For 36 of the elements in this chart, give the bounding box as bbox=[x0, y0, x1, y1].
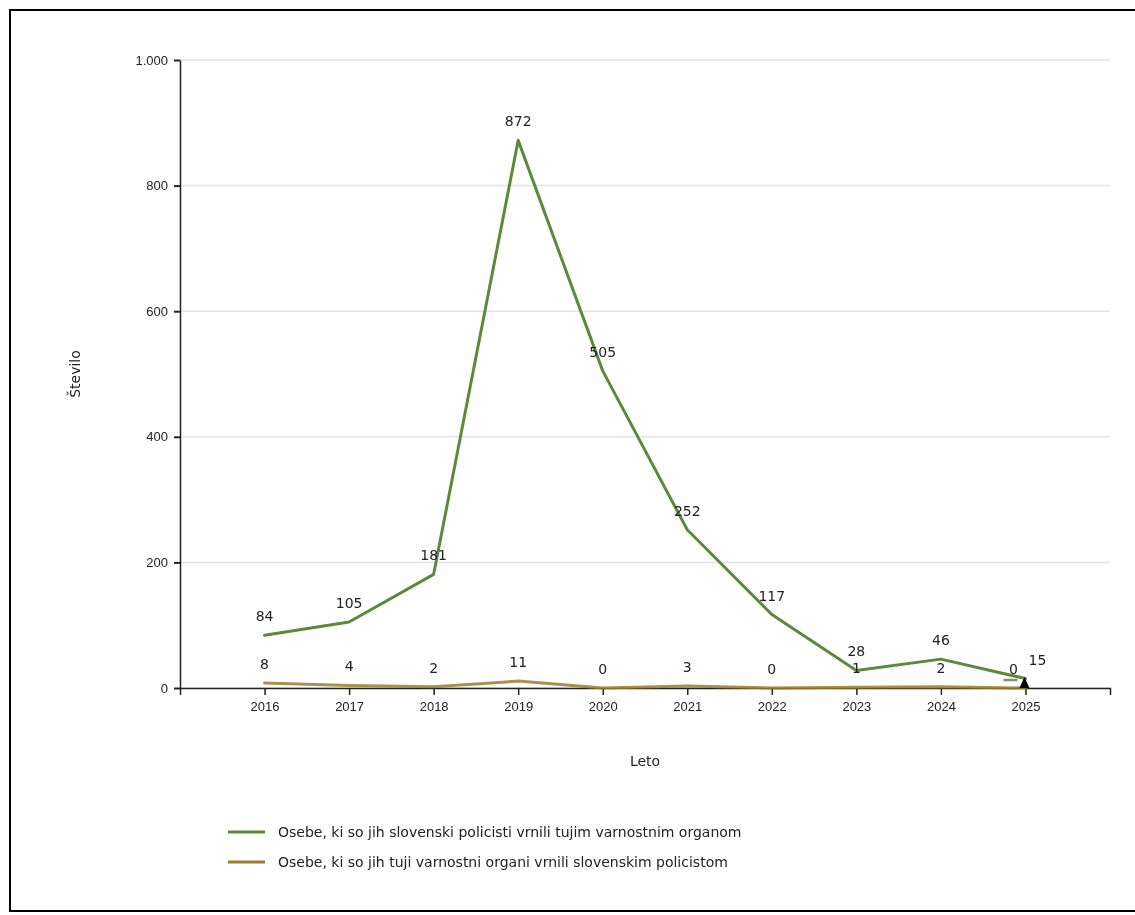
data-label: 872 bbox=[504, 113, 532, 130]
data-label: 4 bbox=[344, 658, 354, 675]
data-label: 105 bbox=[335, 595, 363, 612]
data-label: 11 bbox=[509, 654, 528, 671]
y-tick-label: 800 bbox=[146, 178, 168, 194]
x-tick-label: 2016 bbox=[250, 699, 280, 715]
data-label: 3 bbox=[682, 659, 692, 676]
x-tick-label: 2025 bbox=[1011, 699, 1041, 715]
y-tick-label: 600 bbox=[146, 303, 168, 319]
y-tick-label: 1.000 bbox=[135, 52, 168, 68]
legend-label: Osebe, ki so jih tuji varnostni organi vrnili slovenskim policistom bbox=[278, 854, 728, 870]
x-tick-label: 2023 bbox=[842, 699, 872, 715]
data-label: 0 bbox=[767, 661, 777, 677]
data-label: 0 bbox=[1008, 661, 1018, 677]
x-tick-label: 2021 bbox=[673, 699, 703, 715]
data-label: 84 bbox=[255, 608, 274, 625]
y-tick-label: 400 bbox=[146, 429, 168, 445]
y-tick-label: 0 bbox=[160, 680, 168, 696]
x-tick-label: 2019 bbox=[504, 699, 534, 715]
x-tick-label: 2018 bbox=[419, 699, 449, 715]
x-tick-label: 2022 bbox=[757, 699, 787, 715]
y-tick-label: 200 bbox=[146, 555, 168, 571]
x-tick-label: 2024 bbox=[926, 699, 956, 715]
data-label: 117 bbox=[758, 587, 786, 604]
data-label: 2 bbox=[429, 659, 439, 676]
data-label: 8 bbox=[260, 655, 270, 672]
x-tick-label: 2017 bbox=[335, 699, 365, 715]
data-label: 2 bbox=[936, 659, 946, 676]
x-axis-title: Leto bbox=[629, 753, 661, 769]
y-axis-title: Število bbox=[66, 350, 83, 398]
data-label: 28 bbox=[847, 643, 866, 660]
data-label: 46 bbox=[932, 632, 950, 649]
data-label: 0 bbox=[598, 661, 608, 677]
legend-label: Osebe, ki so jih slovenski policisti vrnili tujim varnostnim organom bbox=[278, 824, 742, 840]
x-tick-label: 2020 bbox=[588, 699, 618, 715]
data-label: 15 bbox=[1028, 651, 1047, 668]
